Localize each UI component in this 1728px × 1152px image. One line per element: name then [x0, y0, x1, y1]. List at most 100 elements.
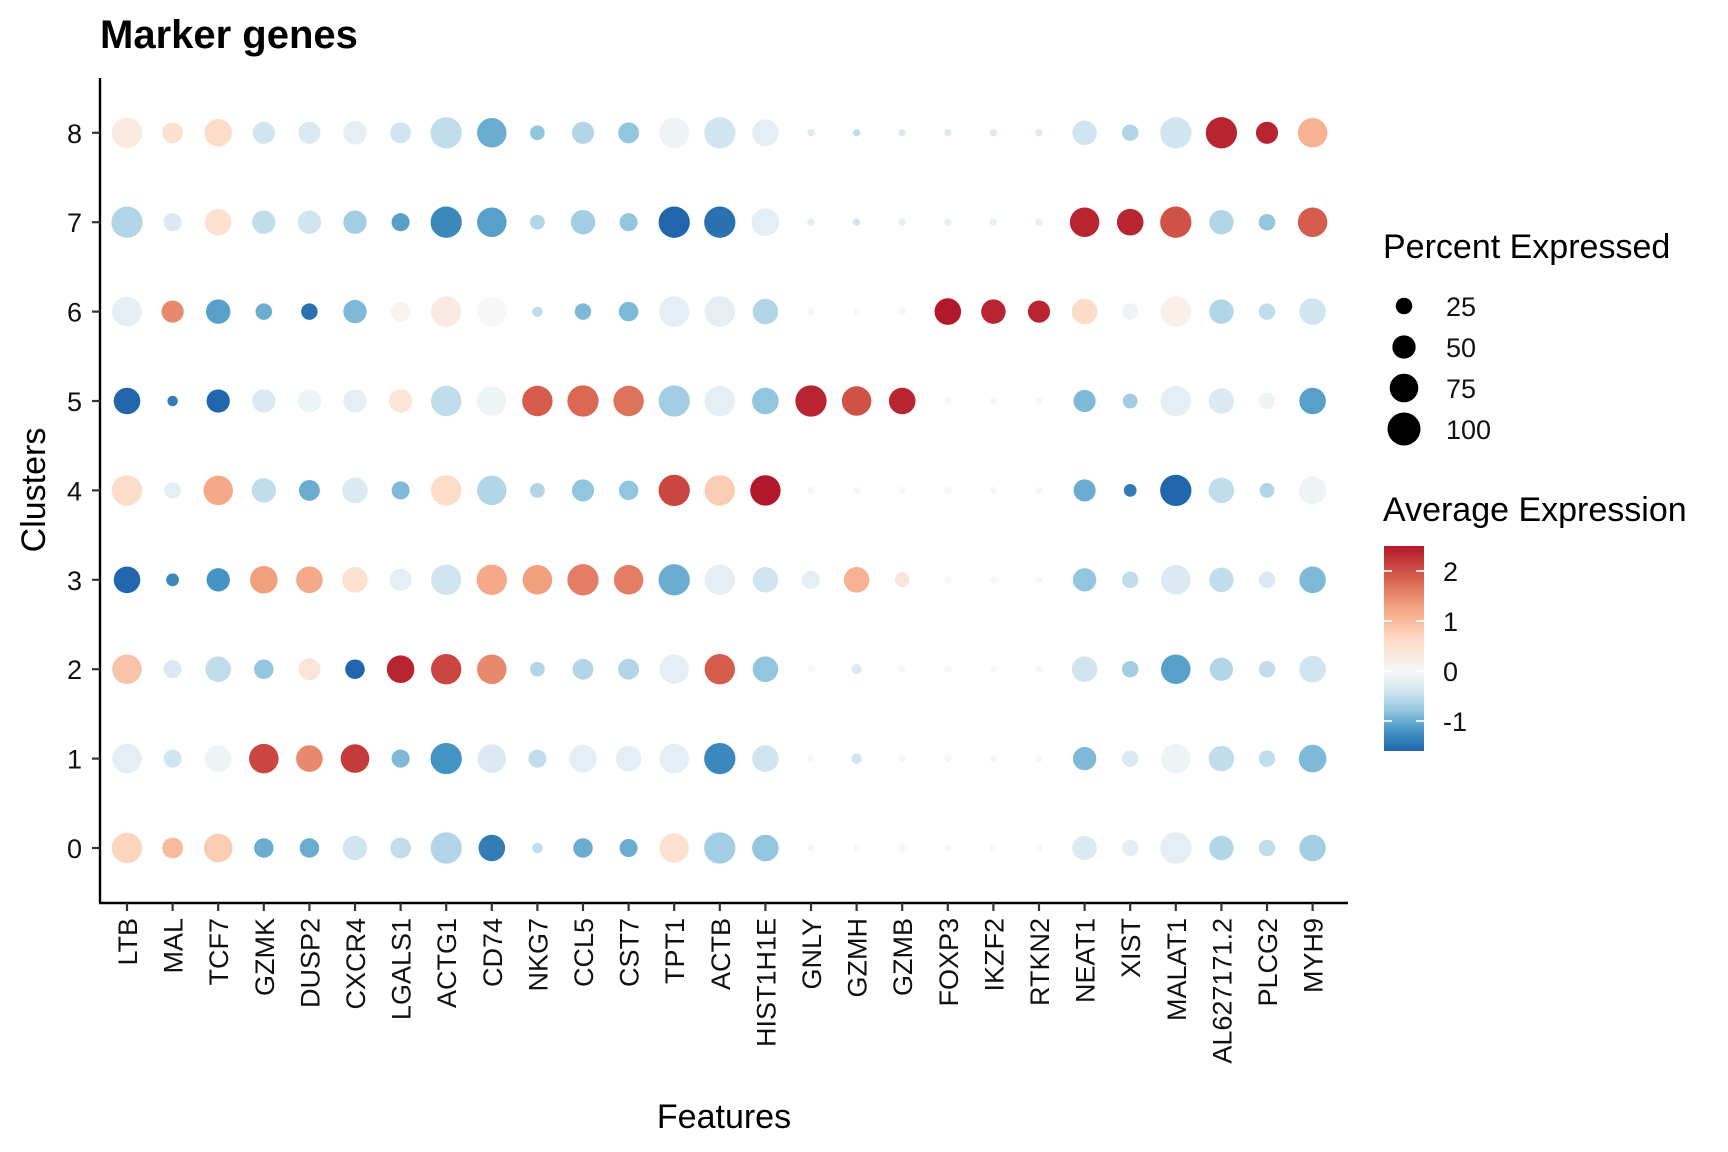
dot-TPT1-cluster-3 — [658, 564, 690, 596]
x-tick-label: TPT1 — [660, 918, 690, 984]
dot-TCF7-cluster-6 — [205, 299, 231, 324]
dot-XIST-cluster-2 — [1121, 660, 1139, 678]
dot-NEAT1-cluster-4 — [1073, 479, 1096, 502]
dot-LGALS1-cluster-6 — [390, 301, 411, 322]
x-tick-label: PLCG2 — [1253, 918, 1283, 1007]
x-tick-label: IKZF2 — [979, 918, 1009, 992]
dot-ACTG1-cluster-0 — [430, 832, 462, 864]
dot-GZMH-cluster-3 — [843, 567, 870, 593]
color-legend: Average Expression -1 0 1 2 — [1383, 491, 1687, 751]
dot-GZMK-cluster-0 — [254, 838, 274, 858]
dot-NKG7-cluster-3 — [522, 565, 553, 595]
dot-CST7-cluster-6 — [618, 301, 639, 322]
dot-IKZF2-cluster-8 — [989, 129, 998, 137]
dot-IKZF2-cluster-5 — [989, 397, 998, 405]
dot-RTKN2-cluster-6 — [1027, 300, 1051, 323]
dot-GZMB-cluster-2 — [898, 665, 906, 673]
dot-HIST1H1E-cluster-2 — [752, 656, 779, 682]
dot-HIST1H1E-cluster-3 — [752, 567, 779, 593]
dot-LGALS1-cluster-3 — [389, 568, 412, 591]
y-tick-label: 7 — [67, 208, 82, 238]
dot-XIST-cluster-5 — [1122, 393, 1138, 409]
plot-panel: 0 1 2 3 4 5 6 7 8 LTB MAL TCF7 GZMK DUSP2 CXCR4 LGALS1… — [67, 78, 1348, 1064]
dot-TPT1-cluster-1 — [659, 743, 689, 774]
dot-NEAT1-cluster-5 — [1073, 389, 1096, 413]
colorbar-label: 0 — [1443, 657, 1458, 687]
dot-DUSP2-cluster-2 — [298, 658, 321, 681]
x-tick-label: LGALS1 — [387, 918, 417, 1020]
dot-GZMK-cluster-8 — [252, 121, 275, 144]
x-tick-label: RTKN2 — [1025, 918, 1055, 1006]
x-tick-label: GZMH — [843, 918, 873, 997]
x-tick-label: GZMB — [888, 918, 918, 996]
dot-MYH9-cluster-8 — [1297, 118, 1328, 148]
dot-ACTG1-cluster-1 — [430, 742, 462, 775]
dot-GZMB-cluster-4 — [898, 486, 906, 495]
y-tick-label: 2 — [67, 655, 82, 685]
x-tick-label: AL627171.2 — [1207, 918, 1237, 1064]
dot-MALAT1-cluster-3 — [1161, 565, 1191, 595]
dot-CST7-cluster-4 — [618, 480, 639, 501]
dot-TCF7-cluster-8 — [204, 119, 232, 147]
dot-GZMH-cluster-8 — [852, 129, 861, 137]
dot-CST7-cluster-1 — [615, 745, 642, 772]
y-tick-label: 5 — [67, 387, 82, 417]
dot-GZMK-cluster-1 — [249, 743, 279, 774]
dot-NEAT1-cluster-8 — [1072, 120, 1097, 146]
dot-XIST-cluster-0 — [1121, 839, 1139, 857]
dot-RTKN2-cluster-4 — [1035, 486, 1043, 495]
dot-IKZF2-cluster-4 — [989, 486, 998, 495]
x-tick-label: TCF7 — [204, 918, 234, 986]
dot-IKZF2-cluster-3 — [989, 576, 998, 584]
dot-NKG7-cluster-4 — [530, 483, 545, 498]
dot-NKG7-cluster-8 — [530, 125, 545, 141]
x-tick-label: MAL — [159, 918, 189, 974]
x-tick-label: ACTG1 — [432, 918, 462, 1008]
dot-MYH9-cluster-3 — [1299, 566, 1326, 594]
dot-RTKN2-cluster-8 — [1035, 129, 1043, 137]
dot-ACTG1-cluster-4 — [430, 475, 462, 506]
dot-CXCR4-cluster-3 — [342, 567, 368, 593]
dot-GZMK-cluster-6 — [255, 303, 273, 320]
x-tick-label: CXCR4 — [341, 918, 371, 1010]
dot-CST7-cluster-0 — [619, 838, 638, 858]
dot-PLCG2-cluster-2 — [1258, 660, 1276, 678]
dot-AL627171.2-cluster-8 — [1205, 117, 1238, 149]
size-legend-key — [1395, 297, 1413, 315]
dot-GZMB-cluster-0 — [898, 844, 906, 852]
dot-ACTB-cluster-4 — [704, 475, 736, 506]
dot-LGALS1-cluster-8 — [390, 122, 412, 144]
dot-DUSP2-cluster-6 — [301, 303, 318, 320]
y-tick-label: 8 — [67, 119, 82, 149]
dot-DUSP2-cluster-0 — [299, 838, 320, 858]
dot-GZMH-cluster-5 — [841, 386, 872, 416]
dot-TPT1-cluster-8 — [658, 117, 690, 149]
dot-LTB-cluster-2 — [112, 654, 142, 684]
dot-LTB-cluster-6 — [112, 296, 142, 327]
x-tick-label: NEAT1 — [1071, 918, 1101, 1003]
dot-FOXP3-cluster-6 — [934, 298, 962, 325]
dot-CCL5-cluster-6 — [574, 303, 592, 320]
dot-MAL-cluster-3 — [166, 573, 179, 587]
dot-FOXP3-cluster-3 — [944, 576, 952, 584]
size-legend-key — [1387, 412, 1421, 446]
dot-TCF7-cluster-4 — [203, 475, 233, 506]
dot-TCF7-cluster-7 — [204, 208, 232, 236]
x-tick-label: DUSP2 — [295, 918, 325, 1008]
y-axis-title: Clusters — [15, 428, 53, 553]
dot-DUSP2-cluster-1 — [296, 745, 323, 772]
dot-FOXP3-cluster-5 — [944, 397, 952, 405]
dot-GZMB-cluster-8 — [898, 129, 906, 137]
dot-AL627171.2-cluster-2 — [1209, 657, 1234, 681]
dot-GZMK-cluster-5 — [252, 389, 276, 413]
dot-ACTG1-cluster-2 — [430, 653, 462, 685]
dot-MAL-cluster-8 — [162, 122, 184, 144]
dot-NEAT1-cluster-7 — [1069, 207, 1100, 237]
x-tick-label: CCL5 — [569, 918, 599, 987]
dot-MALAT1-cluster-7 — [1160, 206, 1192, 238]
dot-XIST-cluster-3 — [1121, 571, 1139, 589]
y-tick-label: 1 — [67, 745, 82, 775]
colorbar-label: 1 — [1443, 607, 1458, 637]
dot-GZMB-cluster-7 — [898, 218, 906, 226]
color-legend-title: Average Expression — [1383, 491, 1687, 529]
